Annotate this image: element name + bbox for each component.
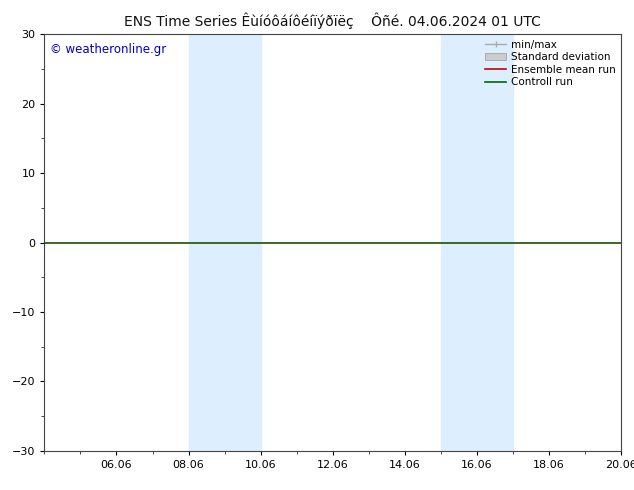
Text: © weatheronline.gr: © weatheronline.gr [50,43,166,56]
Title: ENS Time Series Êùíóôáíôéíïýðïëç    Ôñé. 04.06.2024 01 UTC: ENS Time Series Êùíóôáíôéíïýðïëç Ôñé. 04… [124,12,541,29]
Legend: min/max, Standard deviation, Ensemble mean run, Controll run: min/max, Standard deviation, Ensemble me… [483,37,618,89]
Bar [189,34,261,451]
Bar [441,34,513,451]
